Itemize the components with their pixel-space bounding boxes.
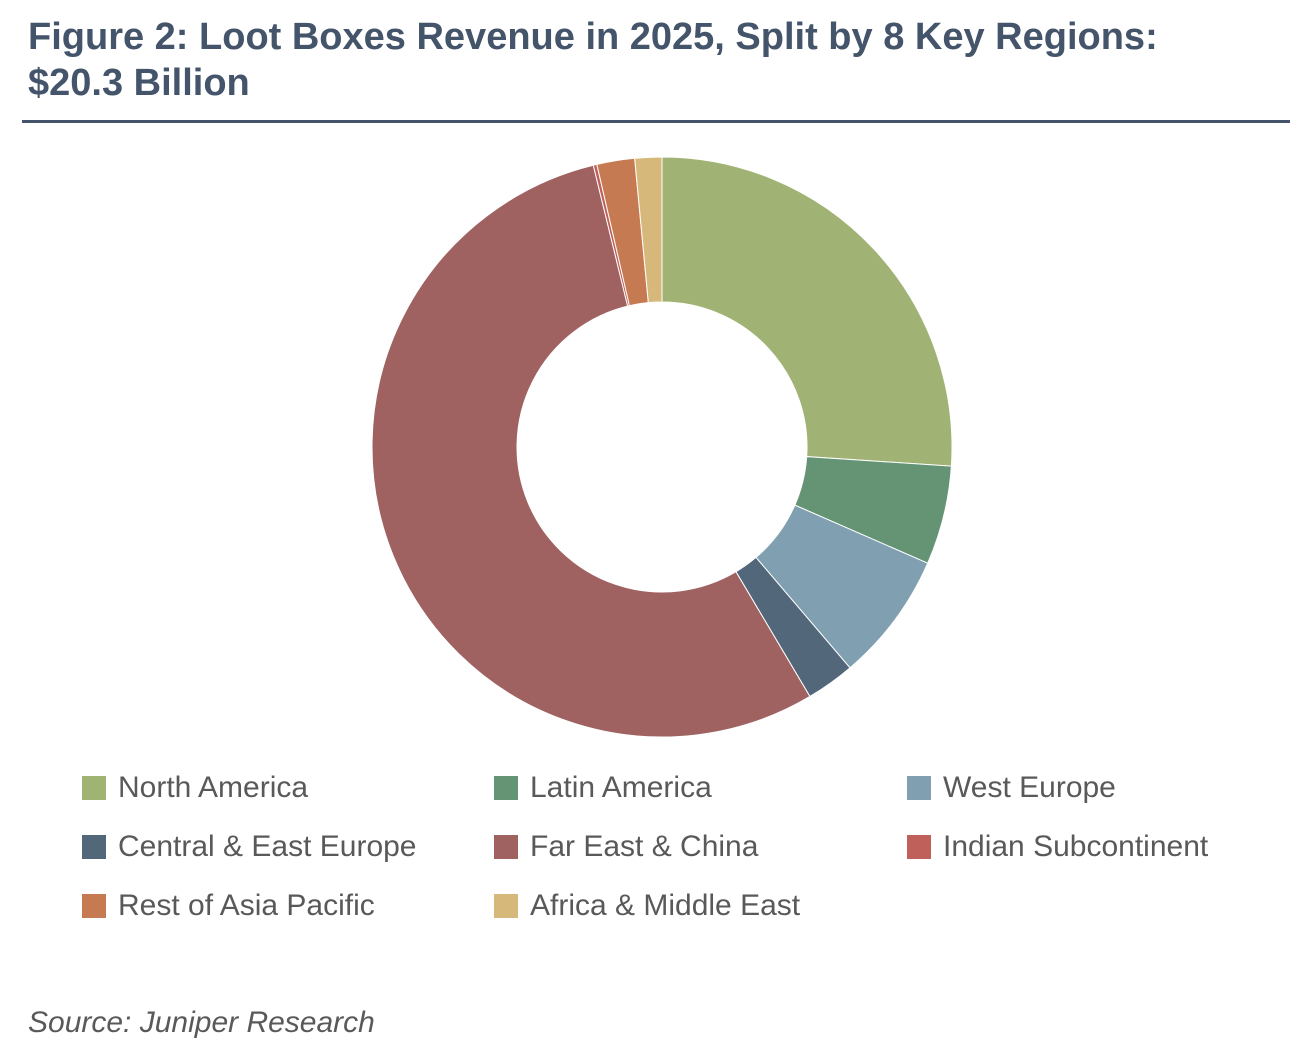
legend-item-west-europe: West Europe bbox=[907, 770, 1116, 806]
legend-item-africa-and-middle-east: Africa & Middle East bbox=[494, 888, 800, 924]
legend-label: North America bbox=[118, 771, 309, 804]
figure-title-line-2: $20.3 Billion bbox=[28, 62, 250, 104]
legend-swatch bbox=[82, 776, 106, 800]
title-divider bbox=[22, 120, 1290, 123]
figure-title: Figure 2: Loot Boxes Revenue in 2025, Sp… bbox=[28, 14, 1288, 106]
legend-swatch bbox=[494, 894, 518, 918]
legend-item-north-america: North America bbox=[82, 770, 308, 806]
legend-item-central-and-east-europe: Central & East Europe bbox=[82, 829, 417, 865]
figure-title-line-1: Figure 2: Loot Boxes Revenue in 2025, Sp… bbox=[28, 16, 1158, 58]
legend-swatch bbox=[494, 835, 518, 859]
legend-label: Far East & China bbox=[530, 830, 759, 863]
legend-item-indian-subcontinent: Indian Subcontinent bbox=[907, 829, 1208, 865]
donut-chart bbox=[371, 156, 953, 738]
legend-item-rest-of-asia-pacific: Rest of Asia Pacific bbox=[82, 888, 375, 924]
legend-item-latin-america: Latin America bbox=[494, 770, 712, 806]
legend-swatch bbox=[82, 894, 106, 918]
slice-africa-and-middle-east bbox=[634, 156, 663, 304]
slice-far-east-and-china bbox=[371, 164, 811, 738]
legend-label: Africa & Middle East bbox=[530, 889, 801, 922]
legend-item-far-east-and-china: Far East & China bbox=[494, 829, 758, 865]
legend-label: West Europe bbox=[943, 771, 1116, 804]
slice-north-america bbox=[661, 156, 953, 467]
legend-swatch bbox=[82, 835, 106, 859]
legend-swatch bbox=[907, 835, 931, 859]
legend-swatch bbox=[494, 776, 518, 800]
legend-label: Central & East Europe bbox=[118, 830, 417, 863]
legend-label: Latin America bbox=[530, 771, 712, 804]
legend-label: Indian Subcontinent bbox=[943, 830, 1209, 863]
source-note: Source: Juniper Research bbox=[28, 1006, 375, 1039]
legend-swatch bbox=[907, 776, 931, 800]
legend-label: Rest of Asia Pacific bbox=[118, 889, 375, 922]
